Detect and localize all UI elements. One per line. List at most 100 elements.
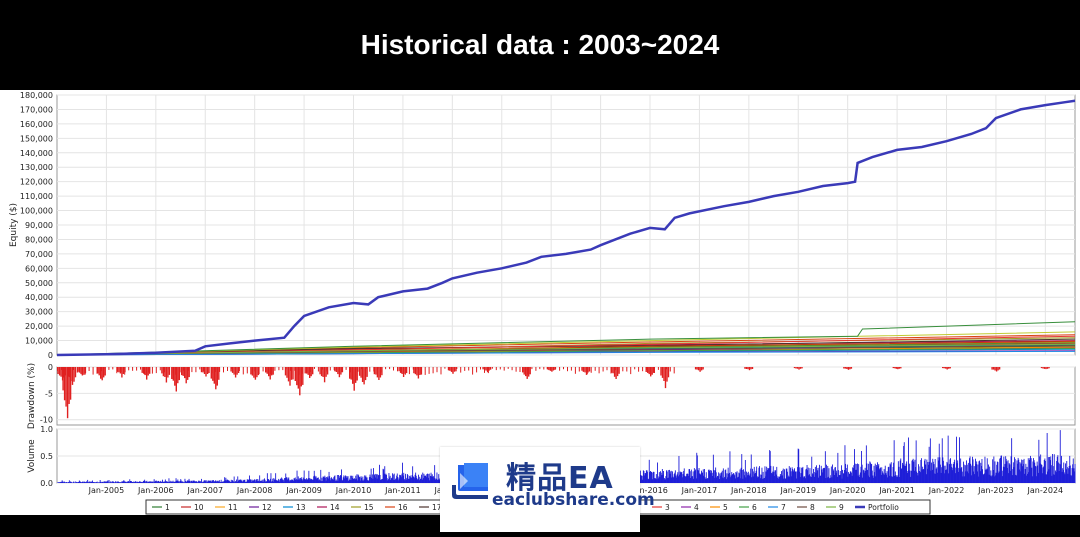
volume-bar (848, 472, 849, 483)
volume-bar (353, 478, 355, 483)
drawdown-bar (480, 367, 481, 370)
drawdown-bar (745, 367, 748, 369)
volume-bar (944, 473, 945, 483)
volume-bar (667, 477, 669, 483)
volume-bar (896, 476, 897, 483)
volume-bar (741, 470, 743, 483)
volume-bar (772, 471, 774, 483)
volume-bar (363, 480, 364, 483)
volume-bar (813, 476, 815, 483)
drawdown-bar (482, 367, 484, 370)
drawdown-bar (598, 367, 600, 374)
drawdown-bar (104, 367, 106, 370)
volume-bar (109, 482, 111, 483)
volume-bar (822, 468, 824, 483)
volume-bar (275, 473, 277, 483)
volume-bar (695, 478, 697, 483)
volume-bar (680, 472, 682, 483)
volume-bar (859, 477, 861, 483)
volume-bar (1024, 473, 1026, 483)
volume-bar (985, 468, 987, 483)
drawdown-bar (453, 367, 456, 372)
volume-bar (331, 477, 332, 483)
volume-bar (116, 482, 118, 483)
volume-bar (731, 472, 733, 483)
volume-bar (102, 482, 104, 483)
volume-bar (191, 481, 192, 483)
drawdown-bar (270, 367, 272, 375)
volume-bar (715, 467, 717, 483)
volume-bar (920, 460, 922, 483)
volume-bar (986, 469, 988, 483)
legend-entry: 9 (839, 503, 844, 512)
volume-bar (797, 448, 799, 483)
volume-bar (233, 476, 235, 483)
volume-bar (677, 472, 679, 483)
volume-bar (982, 474, 984, 483)
volume-bar (338, 476, 340, 483)
volume-bar (158, 481, 160, 483)
volume-bar (131, 481, 132, 483)
volume-bar (389, 477, 390, 483)
drawdown-bar (335, 367, 338, 372)
volume-bar (762, 471, 764, 483)
volume-bar (759, 474, 761, 483)
drawdown-bar (300, 367, 302, 387)
volume-bar (678, 456, 680, 483)
drawdown-bar (84, 367, 86, 375)
volume-bar (709, 470, 711, 483)
volume-bar (327, 476, 329, 483)
volume-bar (967, 462, 969, 483)
volume-bar (185, 481, 187, 483)
x-tick-label: Jan-2022 (928, 486, 965, 495)
drawdown-bar (122, 367, 125, 374)
volume-bar (887, 467, 889, 483)
volume-bar (153, 482, 154, 483)
drawdown-bar (361, 367, 363, 370)
volume-bar (83, 482, 84, 483)
drawdown-bar (432, 367, 434, 374)
volume-bar (763, 478, 765, 483)
volume-bar (995, 472, 997, 483)
volume-bar (688, 469, 690, 483)
volume-bar (797, 467, 798, 483)
volume-bar (649, 472, 651, 483)
volume-bar (957, 467, 959, 483)
drawdown-bar (223, 367, 224, 373)
volume-bar (1028, 459, 1030, 483)
volume-bar (195, 481, 197, 483)
volume-bar (354, 478, 355, 483)
volume-bar (134, 481, 136, 483)
drawdown-bar (195, 367, 197, 373)
volume-bar (906, 461, 908, 483)
volume-bar (90, 481, 92, 483)
volume-bar (96, 481, 98, 483)
drawdown-bar (337, 367, 339, 372)
volume-bar (382, 478, 383, 483)
volume-bar (115, 482, 117, 483)
volume-bar (980, 462, 982, 483)
volume-bar (406, 474, 408, 483)
volume-bar (231, 481, 233, 483)
volume-bar (644, 473, 646, 483)
volume-bar (948, 473, 950, 483)
volume-bar (377, 475, 379, 483)
volume-bar (373, 475, 375, 483)
drawdown-bar (696, 367, 698, 370)
volume-bar (350, 480, 352, 483)
volume-bar (183, 482, 185, 483)
drawdown-bar (62, 367, 64, 391)
drawdown-bar (172, 367, 174, 381)
drawdown-bar (168, 367, 171, 375)
volume-bar (143, 480, 144, 483)
volume-bar (650, 471, 652, 483)
volume-bar (107, 480, 109, 483)
volume-bar (252, 481, 253, 483)
volume-bar (742, 478, 744, 483)
volume-bar (146, 481, 147, 483)
drawdown-bar (92, 367, 94, 375)
drawdown-bar (251, 367, 254, 376)
volume-bar (729, 451, 731, 483)
volume-bar (222, 481, 224, 483)
volume-bar (981, 459, 983, 483)
